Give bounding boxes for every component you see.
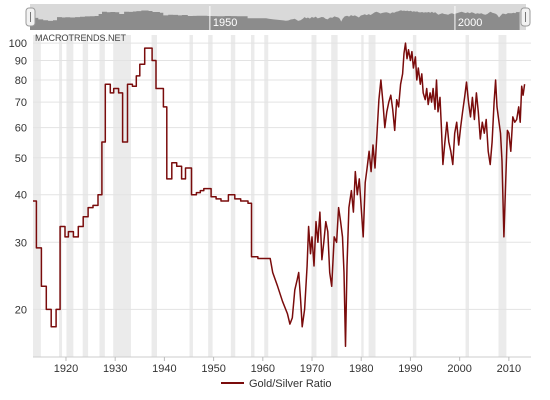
y-tick-label-80: 80 (15, 75, 27, 87)
y-tick-label-20: 20 (15, 304, 27, 316)
series-line-0 (33, 42, 526, 348)
y-tick-label-50: 50 (15, 153, 27, 165)
navigator-label-1: 2000 (458, 17, 482, 29)
shaded-period-6 (151, 35, 158, 357)
shaded-period-15 (368, 35, 376, 357)
x-tick-label-1990: 1990 (398, 363, 422, 375)
y-tick-label-90: 90 (15, 56, 27, 68)
shaded-period-10 (250, 35, 255, 357)
shaded-period-2 (66, 35, 74, 357)
shaded-period-12 (311, 35, 317, 357)
grid-lines (33, 42, 531, 310)
drag-handle-right-icon[interactable] (520, 7, 531, 27)
x-tick-label-1980: 1980 (349, 363, 373, 375)
y-tick-label-70: 70 (15, 97, 27, 109)
y-tick-label-60: 60 (15, 123, 27, 135)
shaded-period-9 (230, 35, 236, 357)
shaded-period-1 (59, 35, 63, 357)
x-tick-label-2000: 2000 (447, 363, 471, 375)
shaded-period-13 (331, 35, 338, 357)
y-axis-ticks: 20 30 40 50 60 70 80 90 100 (9, 38, 27, 316)
y-tick-label-40: 40 (15, 190, 27, 202)
x-tick-label-1920: 1920 (54, 363, 78, 375)
shaded-period-0 (33, 35, 41, 357)
x-tick-label-2010: 2010 (497, 363, 521, 375)
x-tick-label-1930: 1930 (103, 363, 127, 375)
shaded-period-17 (465, 35, 469, 357)
x-axis-ticks: 1920 1930 1940 1950 1960 1970 1980 1990 2000 2010 (54, 357, 521, 375)
legend-label[interactable]: Gold/Silver Ratio (249, 378, 332, 390)
shaded-period-11 (264, 35, 269, 357)
series-group (33, 42, 526, 348)
shaded-period-14 (361, 35, 364, 357)
x-tick-label-1960: 1960 (251, 363, 275, 375)
x-tick-label-1950: 1950 (201, 363, 225, 375)
shaded-period-3 (82, 35, 89, 357)
shaded-period-7 (189, 35, 193, 357)
y-tick-label-100: 100 (9, 38, 27, 50)
shaded-period-4 (99, 35, 105, 357)
y-tick-label-30: 30 (15, 237, 27, 249)
navigator-area (30, 10, 520, 31)
x-tick-label-1940: 1940 (152, 363, 176, 375)
navigator-labels: 1950 2000 (209, 6, 482, 30)
watermark: MACROTRENDS.NET (35, 33, 127, 43)
recession-shading (33, 35, 507, 357)
navigator-label-0: 1950 (213, 17, 237, 29)
range-navigator[interactable]: 1950 2000 (25, 4, 531, 31)
x-tick-label-1970: 1970 (300, 363, 324, 375)
shaded-period-16 (412, 35, 417, 357)
drag-handle-left-icon[interactable] (25, 7, 36, 27)
legend[interactable]: Gold/Silver Ratio (221, 378, 332, 390)
shaded-period-5 (113, 35, 131, 357)
